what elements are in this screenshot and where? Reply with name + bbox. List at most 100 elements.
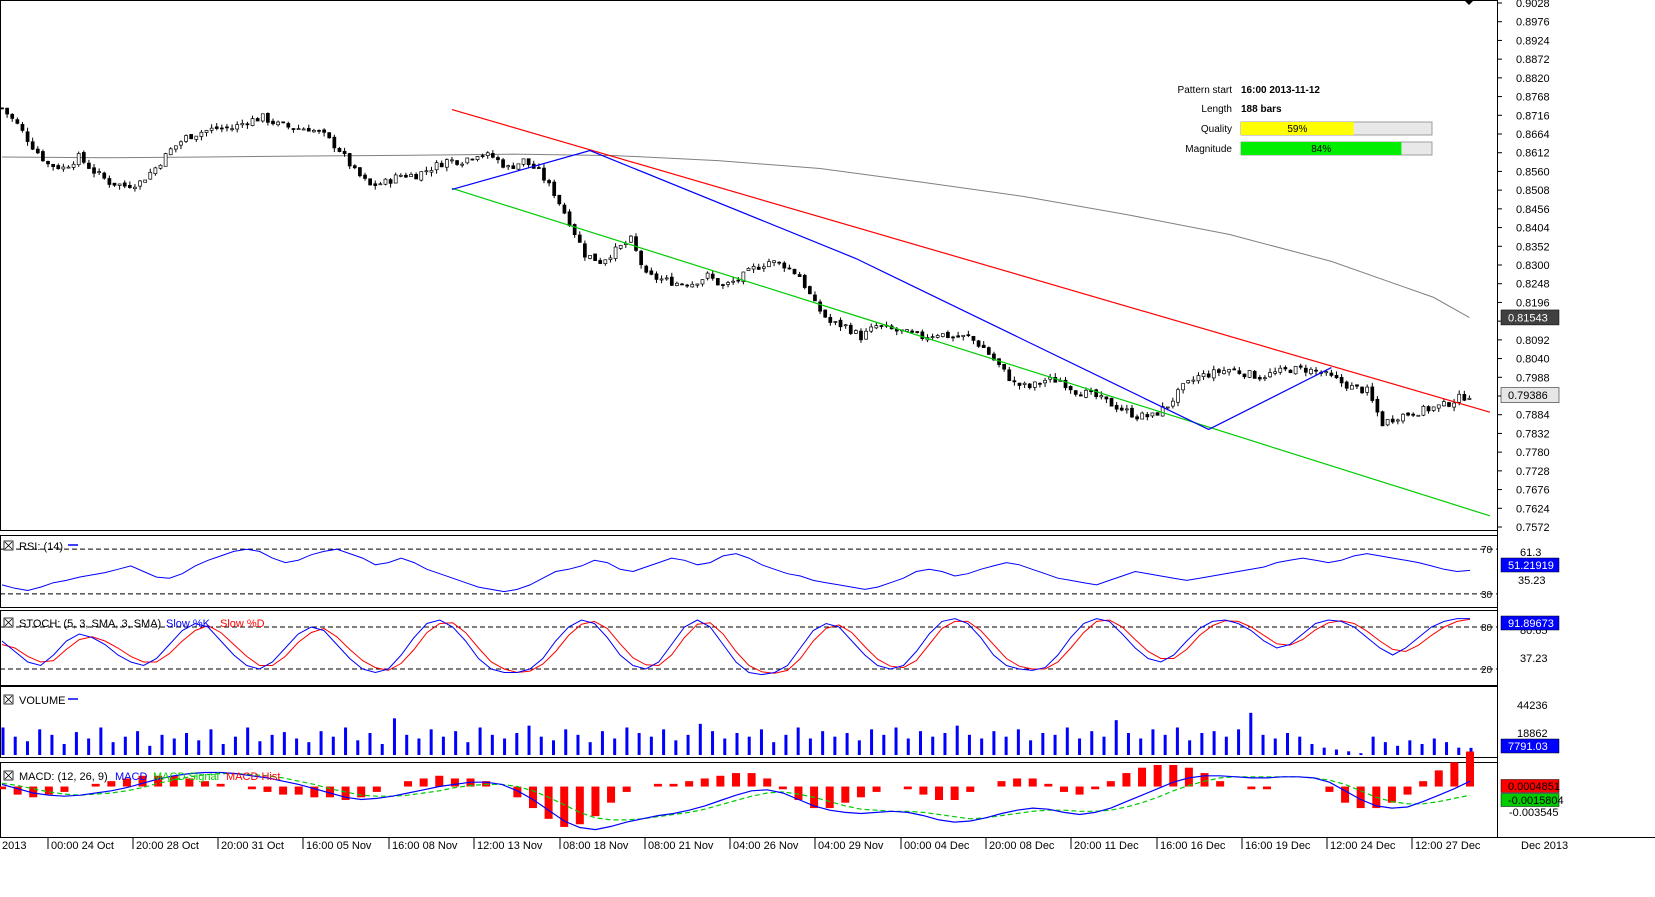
volume-bar [662,729,666,755]
candle-body [1380,411,1385,427]
volume-bar [1298,736,1302,755]
candle-body [818,301,822,312]
macd-close-icon [4,771,13,780]
candle-body [66,166,71,169]
volume-bar [380,744,384,755]
candle-body [122,182,127,187]
candle-body [20,124,25,131]
macd-hist-bar [919,786,928,795]
candle-body [746,268,751,271]
volume-bar [833,736,837,755]
candle-body [1252,370,1257,379]
candle-body [1467,397,1472,400]
candle-body [1375,398,1380,413]
candle-body [1334,374,1339,379]
volume-bar [1273,738,1277,755]
volume-bar [955,725,959,755]
volume-bar [1371,736,1375,755]
candle-body [946,331,950,338]
candle-body [220,127,224,130]
volume-bar [588,742,592,755]
candle-body [393,174,398,184]
price-tick-label: 0.8560 [1516,166,1550,178]
macd-hist-bar [435,775,444,787]
macd-hist-bar [91,783,100,787]
volume-bar [1139,738,1143,755]
macd-hist-bar [1247,786,1256,790]
candle-body [1171,400,1175,407]
support-line [451,187,1491,517]
volume-bar [1126,733,1130,755]
volume-bar [319,731,323,755]
candle-body [731,280,736,283]
candle-body [1385,419,1390,426]
candle-body [1089,390,1093,393]
candle-body [358,167,362,177]
volume-bar [160,734,164,755]
candle-body [214,126,219,129]
macd-hist-bar [404,781,413,787]
pattern-info-box: Pattern start 16:00 2013-11-12 Length 188 b… [1178,85,1433,156]
candle-body [557,194,562,205]
candle-body [46,160,50,165]
volume-bar [368,733,372,755]
macd-hist-bar [44,786,53,795]
candle-body [209,127,214,131]
candle-body [1329,372,1334,376]
candle-body [577,234,582,243]
candle-body [1130,407,1134,418]
candle-body [705,272,710,279]
candle-body [721,284,725,286]
macd-signal-value-label: -0.0015804 [1508,795,1564,807]
volume-bar [747,736,751,755]
candle-body [81,152,86,163]
volume-bar [1041,733,1045,755]
macd-hist-bar [325,786,334,798]
candle-body [1421,406,1426,416]
macd-hist-bar [13,786,22,795]
candle-body [1211,369,1216,379]
candle-body [465,157,470,164]
candle-body [35,148,40,154]
candle-body [1032,381,1037,388]
macd-hist-bar [794,786,803,800]
volume-bar [295,738,299,755]
price-tick-label: 0.7988 [1516,372,1550,384]
macd-hist-bar [763,778,772,787]
candle-body [966,334,971,337]
candle-body [480,155,485,157]
price-tick-label: 0.9028 [1516,0,1550,10]
volume-bar [1249,712,1253,755]
volume-bar [246,727,250,755]
macd-hist-bar [903,786,912,790]
macd-hist-bar [1059,786,1068,792]
candle-body [1436,404,1441,409]
candle-body [685,284,689,287]
price-tick-label: 0.8300 [1516,260,1550,272]
candle-body [76,153,81,166]
volume-bar [649,736,653,755]
candle-body [1298,365,1303,368]
volume-bar [1469,747,1473,755]
macd-hist-bar [419,778,428,787]
macd-hist-bar [716,775,725,787]
candle-body [327,132,332,139]
volume-bar [1090,731,1094,755]
candle-body [680,283,684,286]
info-value-length_value: 188 bars [1241,104,1282,115]
candle-body [761,266,766,269]
candle-body [1278,367,1283,373]
macd-hist-bar [1013,778,1022,787]
candle-body [490,153,495,158]
candle-body [629,235,633,243]
price-tick-label: 0.8196 [1516,297,1550,309]
candle-body [915,331,920,333]
info-label-length_label: Length [1201,104,1232,115]
volume-bar [882,734,886,755]
candle-body [751,265,756,270]
macd-hist-bar [1044,783,1053,787]
candle-body [1078,394,1083,397]
candle-body [1176,389,1180,403]
volume-bar [1114,720,1118,755]
